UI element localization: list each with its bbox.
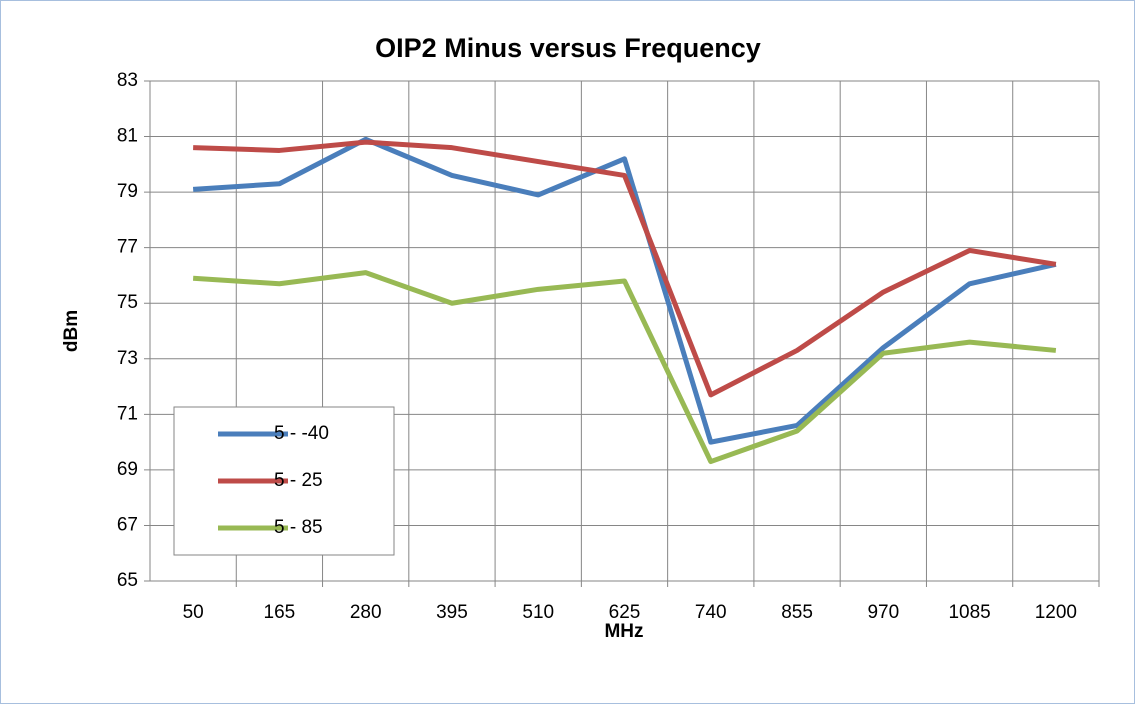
- y-tick-label: 79: [117, 181, 138, 202]
- y-axis-label: dBm: [61, 310, 82, 352]
- x-tick-label: 510: [522, 602, 554, 623]
- x-axis-label: MHz: [604, 621, 643, 642]
- y-tick-label: 75: [117, 292, 138, 313]
- x-tick-label: 855: [781, 602, 813, 623]
- y-tick-label: 77: [117, 237, 138, 258]
- x-tick-label: 280: [350, 602, 382, 623]
- legend-label: 5 - 85: [274, 517, 323, 538]
- x-tick-label: 165: [264, 602, 296, 623]
- x-tick-label: 1085: [948, 602, 990, 623]
- y-tick-label: 81: [117, 126, 138, 147]
- x-tick-label: 395: [436, 602, 468, 623]
- series-line: [193, 139, 1057, 398]
- y-tick-label: 83: [117, 70, 138, 91]
- y-tick-label: 73: [117, 348, 138, 369]
- legend-label: 5 - -40: [274, 423, 329, 444]
- chart-title: OIP2 Minus versus Frequency: [375, 33, 761, 63]
- legend-label: 5 - 25: [274, 470, 323, 491]
- y-tick-label: 67: [117, 514, 138, 535]
- x-tick-label: 740: [695, 602, 727, 623]
- x-tick-label: 970: [867, 602, 899, 623]
- series-line: [192, 270, 1057, 465]
- x-tick-label: 1200: [1035, 602, 1077, 623]
- y-tick-label: 69: [117, 459, 138, 480]
- y-tick-label: 71: [117, 403, 138, 424]
- x-tick-label: 50: [183, 602, 204, 623]
- series-line: [192, 136, 1057, 445]
- y-tick-label: 65: [117, 570, 138, 591]
- x-tick-label: 625: [609, 602, 641, 623]
